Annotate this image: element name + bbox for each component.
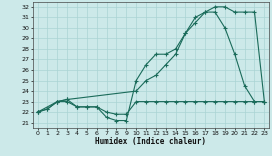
X-axis label: Humidex (Indice chaleur): Humidex (Indice chaleur) — [95, 137, 206, 146]
